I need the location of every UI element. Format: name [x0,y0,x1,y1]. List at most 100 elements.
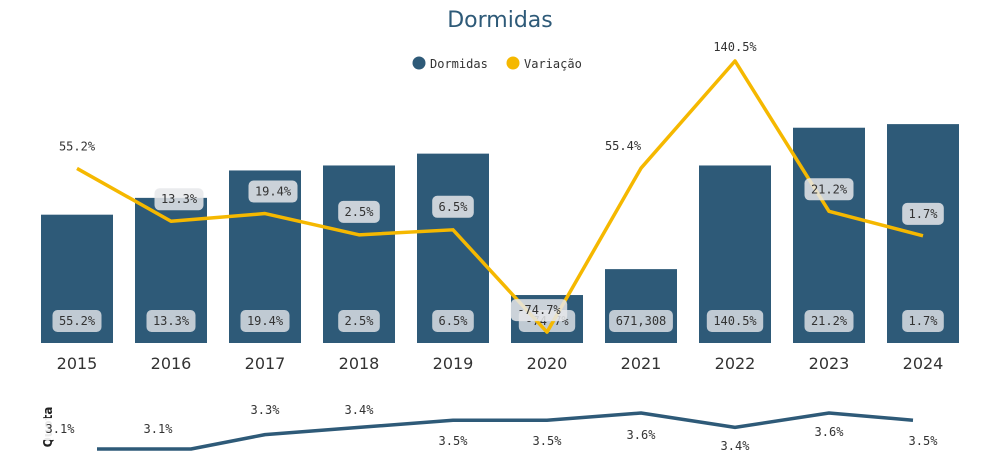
quota-label-2017-text: 3.3% [251,403,281,417]
line-label-2017: 19.4% [248,180,298,203]
quota-label-2021-text: 3.6% [627,428,657,442]
line-label-2023-bg [804,178,854,201]
bar-label-2017-text: 19.4% [247,314,284,328]
bar-label-2016-bg [146,310,196,332]
legend-marker-dormidas [412,56,426,70]
quota-label-2022-text: 3.4% [721,439,751,453]
quota-label-2022-bg [714,435,756,457]
x-tick-2021: 2021 [621,354,662,373]
quota-label-2016: 3.1% [137,418,179,440]
bar-2023[interactable] [793,127,865,343]
bar-label-2022-bg [706,310,764,332]
x-tick-2022: 2022 [715,354,756,373]
bar-label-2023-bg [804,310,854,332]
quota-label-2022: 3.4% [714,435,756,457]
x-tick-2023: 2023 [809,354,850,373]
quota-label-2023: 3.6% [808,421,850,443]
bar-label-2015-text: 55.2% [59,314,96,328]
line-label-2016-bg [154,188,204,211]
chart-title: Dormidas [447,8,553,33]
legend-label-dormidas: Dormidas [430,57,488,71]
line-label-2018-bg [338,200,380,223]
legend-label-variacao: Variação [524,57,582,71]
bar-label-2023: 21.2% [804,310,854,332]
bar-label-2019: 6.5% [432,310,474,332]
line-label-2018-text: 2.5% [345,205,375,219]
line-label-2017-bg [248,180,298,203]
bar-label-2016-text: 13.3% [153,314,190,328]
quota-label-2018-bg [338,399,380,421]
quota-label-2021: 3.6% [620,424,662,446]
bar-label-2015: 55.2% [52,310,102,332]
bar-2024[interactable] [887,124,959,343]
quota-label-2020: 3.5% [526,430,568,452]
bar-label-2022-text: 140.5% [713,314,757,328]
x-tick-2015: 2015 [57,354,98,373]
x-tick-2020: 2020 [527,354,568,373]
line-label-2024-bg [902,202,944,225]
bar-label-2021: 671,308 [609,310,673,332]
quota-label-2017-bg [244,399,286,421]
bar-label-2024: 1.7% [902,310,944,332]
bar-label-2023-text: 21.2% [811,314,848,328]
quota-label-2016-bg [137,418,179,440]
x-tick-2018: 2018 [339,354,380,373]
bar-label-2024-bg [902,310,944,332]
line-label-2020: -74.7% [510,299,568,322]
line-label-2019: 6.5% [432,195,474,218]
line-label-2020-text: -74.7% [517,303,561,317]
chart-legend[interactable]: Dormidas Variação [412,56,582,72]
line-label-2016: 13.3% [154,188,204,211]
quota-label-2019: 3.5% [432,430,474,452]
quota-label-2024-bg [902,430,944,452]
quota-line[interactable] [97,411,914,451]
quota-label-2019-bg [432,430,474,452]
quota-label-2024: 3.5% [902,430,944,452]
line-label-2018: 2.5% [338,200,380,223]
line-label-2015: 55.2% [59,139,96,153]
quota-label-2023-text: 3.6% [815,425,845,439]
quota-label-2016-text: 3.1% [144,422,174,436]
bar-label-2018-bg [338,310,380,332]
bar-label-2018-text: 2.5% [345,314,375,328]
x-tick-2024: 2024 [903,354,944,373]
x-tick-2017: 2017 [245,354,286,373]
line-label-2022: 140.5% [713,40,757,54]
quota-label-2018-text: 3.4% [345,403,375,417]
line-label-2021: 55.4% [605,139,642,153]
line-label-2016-text: 13.3% [161,192,198,206]
variation-line-group: 55.2% 13.3% 19.4% 2.5% 6.5% -74.7% 55.4% 140.5%… [59,40,944,334]
quota-label-2018: 3.4% [338,399,380,421]
bar-label-2019-bg [432,310,474,332]
quota-label-2020-text: 3.5% [533,434,563,448]
legend-marker-variacao [506,56,520,70]
x-tick-2019: 2019 [433,354,474,373]
quota-chart: Quota3.1%3.1%3.3%3.4%3.5%3.5%3.6%3.4%3.6… [39,399,944,457]
line-label-2020-bg [510,299,568,322]
line-label-2023: 21.2% [804,178,854,201]
quota-label-2024-text: 3.5% [909,434,939,448]
line-label-2017-text: 19.4% [255,185,292,199]
line-label-2024: 1.7% [902,202,944,225]
line-label-2023-text: 21.2% [811,182,848,196]
quota-label-2019-text: 3.5% [439,434,469,448]
bar-label-2021-text: 671,308 [616,314,667,328]
bar-label-2015-bg [52,310,102,332]
quota-label-2023-bg [808,421,850,443]
variation-line[interactable] [76,59,924,334]
bar-label-2024-text: 1.7% [909,314,939,328]
bar-label-2021-bg [609,310,673,332]
bar-label-2019-text: 6.5% [439,314,469,328]
bars-group: 55.2% 13.3% 19.4% 2.5% 6.5% -74.7% 671,308 140.… [41,124,959,343]
quota-label-2017: 3.3% [244,399,286,421]
quota-label-2015: 3.1% [39,418,81,440]
quota-label-2021-bg [620,424,662,446]
bar-label-2017: 19.4% [240,310,290,332]
x-tick-2016: 2016 [151,354,192,373]
quota-label-2015-text: 3.1% [46,422,76,436]
quota-label-2015-bg [39,418,81,440]
quota-label-2020-bg [526,430,568,452]
bar-label-2022: 140.5% [706,310,764,332]
line-label-2024-text: 1.7% [909,207,939,221]
